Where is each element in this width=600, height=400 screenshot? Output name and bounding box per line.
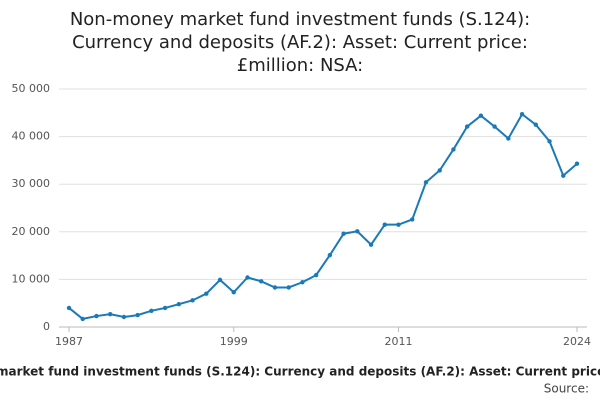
data-point: [492, 124, 497, 129]
data-point: [66, 305, 72, 311]
data-point: [245, 275, 250, 280]
data-point: [519, 112, 525, 117]
data-point: [574, 161, 580, 166]
data-point: [451, 147, 456, 152]
data-point: [368, 242, 374, 247]
data-point: [300, 280, 305, 285]
chart-title: Non-money market fund investment funds (…: [69, 9, 531, 76]
data-point: [80, 316, 85, 322]
series-line: [68, 112, 578, 320]
data-point: [313, 272, 319, 278]
data-point: [135, 312, 140, 318]
x-tick-label: 2024: [563, 335, 591, 348]
x-tick-label: 1999: [220, 335, 248, 348]
y-tick-label: 10 000: [12, 272, 51, 285]
data-point: [437, 168, 442, 173]
data-point: [190, 298, 195, 303]
data-point: [162, 305, 168, 311]
data-point: [396, 222, 401, 227]
data-point: [107, 311, 113, 317]
data-point: [94, 313, 99, 319]
data-point: [204, 291, 209, 296]
data-point: [561, 173, 566, 178]
data-point: [341, 231, 346, 236]
x-tick-label: 1987: [55, 335, 83, 348]
legend-label: Non-money market fund investment funds (…: [0, 365, 600, 379]
y-tick-label: 50 000: [12, 82, 51, 95]
data-point: [410, 217, 415, 222]
y-tick-label: 0: [43, 320, 50, 333]
data-point: [423, 180, 429, 185]
data-point: [121, 314, 127, 320]
data-point: [217, 277, 223, 283]
data-point: [149, 308, 154, 314]
data-point: [272, 285, 278, 290]
y-tick-label: 20 000: [12, 225, 51, 238]
data-point: [506, 136, 511, 141]
y-tick-label: 30 000: [12, 177, 51, 190]
data-point: [382, 222, 387, 227]
data-point: [533, 122, 539, 127]
source: Source:: [544, 382, 589, 396]
data-point: [231, 290, 236, 295]
data-point: [478, 113, 484, 118]
data-point: [355, 229, 360, 234]
data-point: [464, 124, 470, 129]
data-point: [327, 252, 333, 258]
y-tick-label: 40 000: [12, 130, 51, 143]
data-point: [176, 301, 182, 307]
data-point: [259, 279, 264, 284]
data-point: [547, 139, 552, 144]
x-tick-label: 2011: [385, 335, 413, 348]
data-point: [286, 285, 291, 290]
